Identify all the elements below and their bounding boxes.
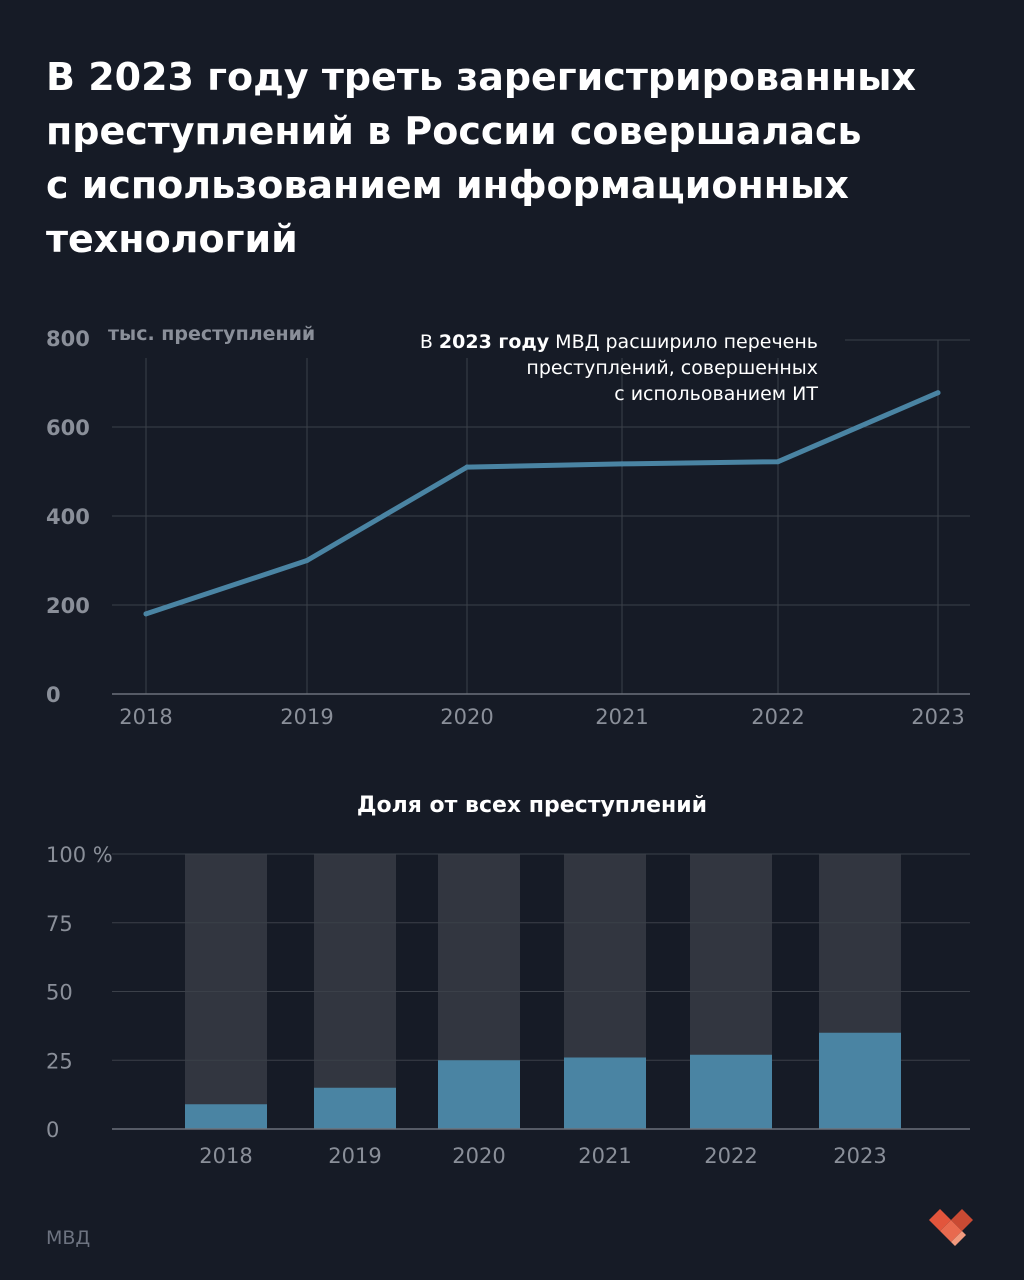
x-tick-label: 2022	[751, 705, 804, 729]
x-tick-label: 2019	[328, 1144, 381, 1168]
x-tick-label: 2023	[911, 705, 964, 729]
line-chart: 0 200 400 600 800 тыс. преступлений 2018 2019 20…	[46, 323, 970, 729]
y-tick-label: 50	[46, 981, 73, 1005]
data-point	[619, 461, 625, 467]
heart-logo-icon	[929, 1209, 973, 1246]
title-line: с использованием информационных	[46, 163, 849, 207]
x-tick-label: 2018	[119, 705, 172, 729]
annotation-text: В	[420, 331, 439, 353]
bar	[438, 1060, 520, 1129]
bar	[819, 1032, 901, 1129]
annotation: В 2023 году МВД расширило перечень престу…	[420, 331, 819, 405]
y-axis-label: тыс. преступлений	[108, 323, 315, 345]
y-tick-label: 25	[46, 1049, 73, 1073]
title-line: В 2023 году треть зарегистрированных	[46, 55, 917, 99]
annotation-text: 2023 году	[439, 331, 550, 353]
y-tick-label: 0	[46, 683, 61, 707]
data-point	[464, 464, 470, 470]
y-tick-label: 600	[46, 416, 90, 440]
y-tick-label: 200	[46, 594, 90, 618]
bar-chart: Доля от всех преступлений 0 25 50 75 100 % 201…	[46, 793, 970, 1168]
x-tick-label: 2021	[578, 1144, 631, 1168]
bar	[185, 1104, 267, 1129]
data-point	[935, 390, 941, 396]
x-tick-label: 2021	[595, 705, 648, 729]
bar	[314, 1087, 396, 1129]
data-point	[143, 611, 149, 617]
y-tick-label: 400	[46, 505, 90, 529]
y-tick-label: 75	[46, 912, 73, 936]
y-tick-label: 800	[46, 327, 90, 351]
chart-title: Доля от всех преступлений	[357, 793, 707, 818]
title-line: преступлений в России совершалась	[46, 109, 862, 153]
x-tick-label: 2022	[704, 1144, 757, 1168]
x-tick-label: 2018	[199, 1144, 252, 1168]
x-tick-label: 2023	[833, 1144, 886, 1168]
y-tick-label: 0	[46, 1118, 59, 1142]
y-tick-label: 100 %	[46, 843, 113, 867]
data-point	[775, 459, 781, 465]
bar	[690, 1054, 772, 1129]
x-tick-label: 2020	[440, 705, 493, 729]
annotation-text: с испольованием ИТ	[614, 383, 818, 405]
data-point	[304, 558, 310, 563]
bar	[564, 1057, 646, 1129]
source-label: МВД	[46, 1227, 91, 1249]
annotation-text: МВД расширило перечень	[549, 331, 818, 353]
title-line: технологий	[46, 217, 298, 261]
page-title: В 2023 году треть зарегистрированных пре…	[46, 50, 996, 266]
x-tick-label: 2019	[280, 705, 333, 729]
x-tick-label: 2020	[452, 1144, 505, 1168]
series-line	[143, 390, 941, 617]
annotation-text: преступлений, совершенных	[526, 357, 818, 379]
